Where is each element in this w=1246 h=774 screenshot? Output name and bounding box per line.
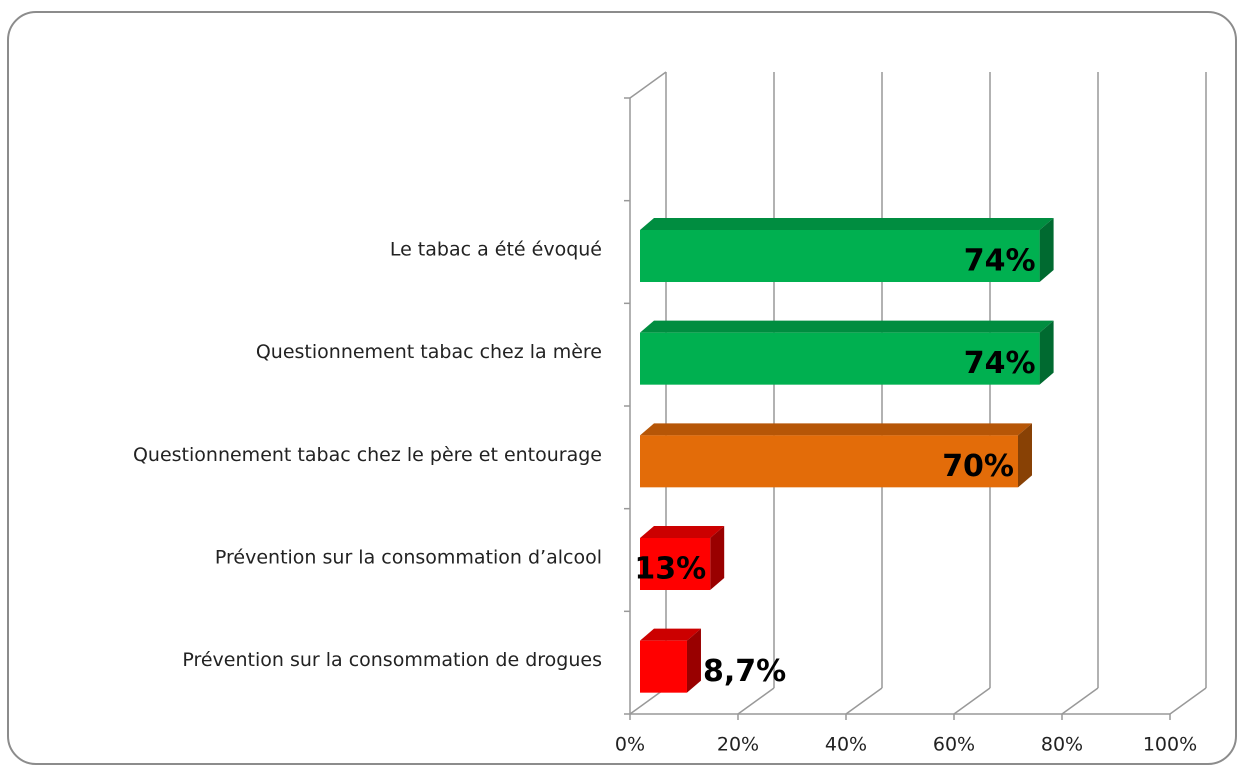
y-tick-label: Le tabac a été évoqué (390, 239, 602, 261)
bar-top (640, 526, 725, 538)
bar-top (640, 320, 1054, 333)
bar (640, 640, 687, 693)
bar (640, 435, 1018, 488)
bar-side (1039, 320, 1054, 385)
x-tick-label: 40% (825, 734, 867, 756)
data-label: 70% (942, 449, 1014, 484)
bar (640, 538, 711, 590)
x-tick-label: 20% (717, 734, 759, 756)
bar (640, 230, 1040, 282)
bar-side (710, 526, 725, 590)
y-tick-label: Prévention sur la consommation de drogue… (182, 649, 602, 671)
chart-frame (7, 11, 1237, 765)
x-tick-label: 80% (1041, 734, 1083, 756)
grid-line (1169, 687, 1207, 715)
bar-top (640, 423, 1032, 436)
grid-line (737, 687, 775, 715)
grid-line (1061, 687, 1099, 715)
bar (640, 332, 1040, 385)
bar-side (1018, 423, 1032, 488)
data-label: 8,7% (703, 654, 786, 689)
data-label: 74% (964, 244, 1036, 279)
x-tick-label: 60% (933, 734, 975, 756)
y-tick-label: Questionnement tabac chez le père et ent… (133, 444, 602, 466)
bar-top (640, 628, 701, 641)
bar-side (1039, 218, 1054, 282)
data-label: 13% (634, 552, 706, 587)
grid-line (845, 687, 883, 715)
data-label: 74% (964, 346, 1036, 381)
bar-side (686, 628, 701, 693)
bar-top (640, 218, 1054, 230)
y-tick-label: Questionnement tabac chez la mère (256, 341, 602, 363)
axis-line (629, 71, 667, 99)
x-tick-label: 0% (615, 734, 645, 756)
y-tick-label: Prévention sur la consommation d’alcool (215, 547, 602, 569)
grid-line (953, 687, 991, 715)
x-tick-label: 100% (1143, 734, 1197, 756)
